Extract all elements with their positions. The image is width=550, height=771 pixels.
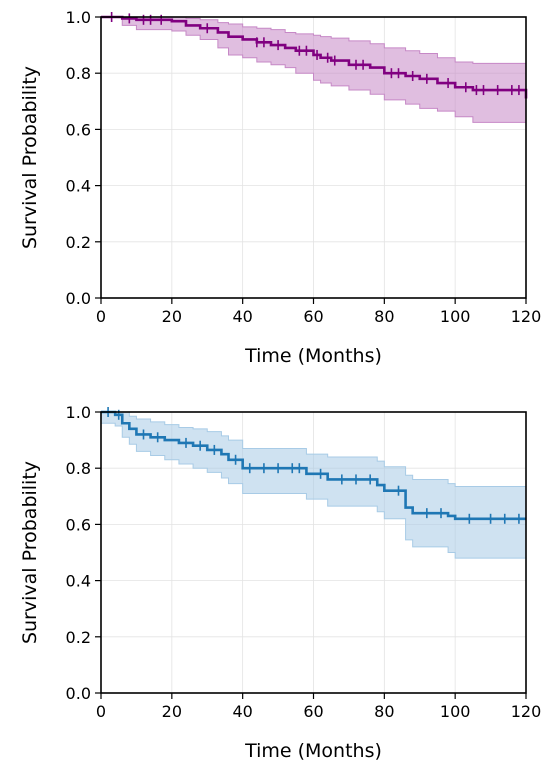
survival-chart-top: 0 20 40 60 80 100 120 0.0 0.2 0.4 0.6 0.8 1.0 Time … bbox=[19, 8, 541, 367]
y-tick-label: 1.0 bbox=[66, 403, 91, 422]
y-tick-label: 0.4 bbox=[66, 177, 91, 196]
y-tick-label: 0.6 bbox=[66, 120, 91, 139]
y-tick-label: 0.0 bbox=[66, 684, 91, 703]
y-ticks: 0.0 0.2 0.4 0.6 0.8 1.0 bbox=[66, 403, 101, 703]
x-tick-label: 0 bbox=[96, 307, 106, 326]
censor-marks bbox=[110, 12, 520, 96]
survival-curve bbox=[101, 410, 526, 521]
x-tick-label: 60 bbox=[303, 702, 323, 721]
x-tick-label: 40 bbox=[232, 702, 252, 721]
x-tick-label: 120 bbox=[511, 702, 542, 721]
y-tick-label: 0.6 bbox=[66, 515, 91, 534]
x-tick-label: 60 bbox=[303, 307, 323, 326]
x-tick-label: 20 bbox=[162, 307, 182, 326]
y-tick-label: 0.8 bbox=[66, 64, 91, 83]
x-tick-label: 80 bbox=[374, 702, 394, 721]
x-tick-label: 20 bbox=[162, 702, 182, 721]
survival-curve bbox=[101, 15, 528, 99]
survival-line bbox=[101, 410, 526, 521]
x-tick-label: 100 bbox=[440, 307, 471, 326]
x-tick-label: 80 bbox=[374, 307, 394, 326]
y-tick-label: 0.2 bbox=[66, 628, 91, 647]
x-axis-label: Time (Months) bbox=[244, 345, 382, 367]
y-tick-label: 0.8 bbox=[66, 459, 91, 478]
x-ticks: 0 20 40 60 80 100 120 bbox=[96, 693, 541, 721]
y-tick-label: 0.2 bbox=[66, 233, 91, 252]
x-tick-label: 0 bbox=[96, 702, 106, 721]
y-tick-label: 0.4 bbox=[66, 572, 91, 591]
x-axis-label: Time (Months) bbox=[244, 740, 382, 762]
x-tick-label: 100 bbox=[440, 702, 471, 721]
censor-marks bbox=[107, 407, 520, 524]
y-tick-label: 1.0 bbox=[66, 8, 91, 27]
y-axis-label: Survival Probability bbox=[19, 66, 41, 249]
y-axis-label: Survival Probability bbox=[19, 461, 41, 644]
x-tick-label: 120 bbox=[511, 307, 542, 326]
y-ticks: 0.0 0.2 0.4 0.6 0.8 1.0 bbox=[66, 8, 101, 308]
y-tick-label: 0.0 bbox=[66, 289, 91, 308]
survival-chart-bottom: 0 20 40 60 80 100 120 0.0 0.2 0.4 0.6 0.8 1.0 Time … bbox=[19, 403, 541, 762]
x-tick-label: 40 bbox=[232, 307, 252, 326]
survival-line bbox=[101, 15, 528, 99]
x-ticks: 0 20 40 60 80 100 120 bbox=[96, 298, 541, 326]
